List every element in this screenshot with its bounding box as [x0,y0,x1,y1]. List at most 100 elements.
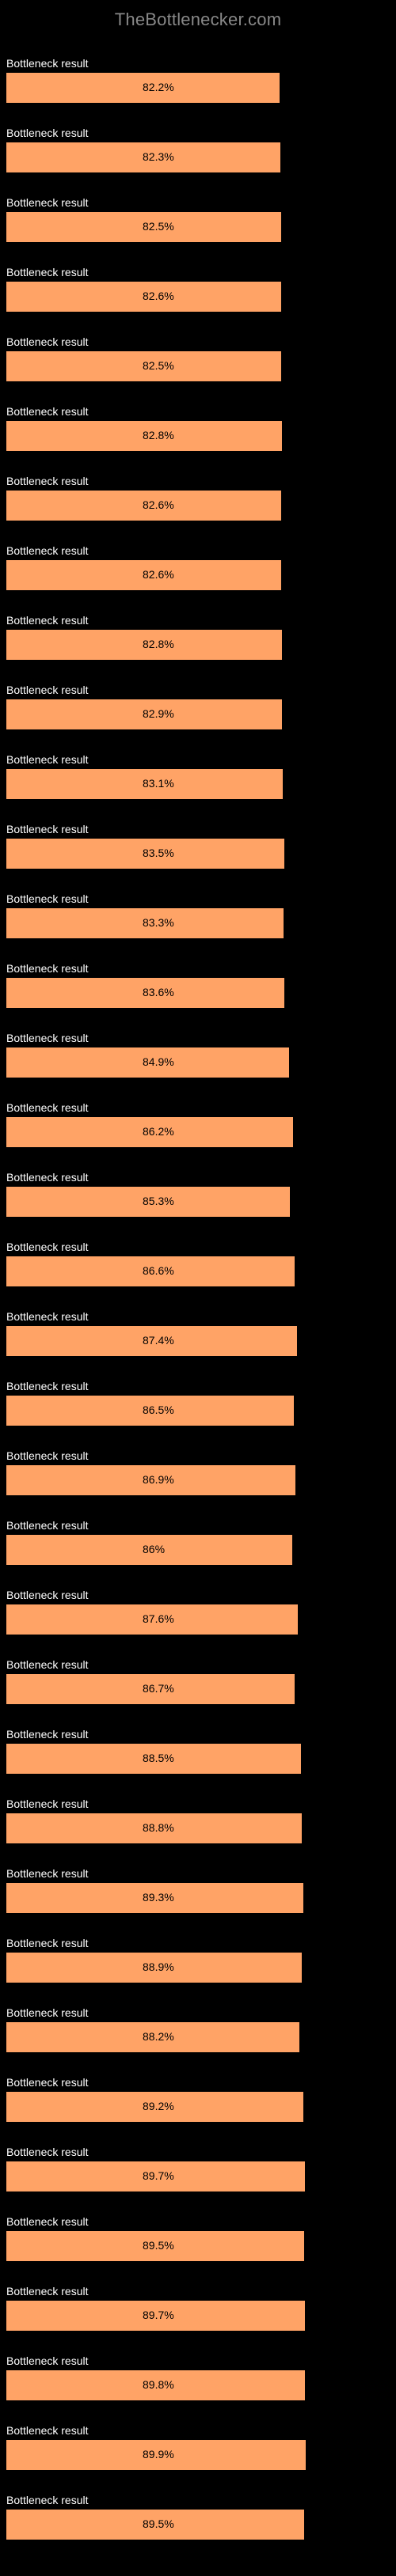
chart-row: Bottleneck result 89.5% [0,2196,396,2266]
row-title: Bottleneck result [6,1449,89,1462]
bar-value-label: 89.8% [143,2378,174,2391]
row-title: Bottleneck result [6,1310,89,1323]
bar-value-label: 89.7% [143,2309,174,2321]
header: TheBottlenecker.com [0,0,396,38]
bar-value-label: 88.2% [143,2030,174,2043]
chart-row: Bottleneck result 83.1% [0,734,396,804]
chart-row: Bottleneck result 82.5% [0,177,396,247]
bar-value-label: 82.6% [143,290,174,302]
bar-value-label: 89.5% [143,2239,174,2252]
bar-value-label: 83.6% [143,986,174,998]
site-brand: TheBottlenecker.com [115,9,281,29]
bar-value-label: 86.6% [143,1264,174,1277]
bar-value-label: 82.8% [143,638,174,650]
chart-row: Bottleneck result 82.6% [0,456,396,525]
chart-row: Bottleneck result86.7% [0,1639,396,1709]
chart-row: Bottleneck result 86.2% [0,1082,396,1152]
chart-row: Bottleneck result 89.7% [0,2127,396,2196]
bar-value-label: 82.2% [143,81,174,93]
row-title: Bottleneck result [6,2076,89,2089]
bar-value-label: 82.5% [143,359,174,372]
bar-value-label: 89.2% [143,2100,174,2112]
chart-row: Bottleneck result 85.3% [0,1152,396,1222]
bar-value-label: 89.7% [143,2169,174,2182]
chart-row: Bottleneck result 88.2% [0,1987,396,2057]
bar-value-label: 82.6% [143,498,174,511]
row-title: Bottleneck result [6,2006,89,2019]
chart-row: Bottleneck result 86% [0,1500,396,1570]
row-title: Bottleneck result [6,2354,89,2367]
row-title: Bottleneck result [6,614,89,627]
chart-row: Bottleneck result 82.8% [0,595,396,665]
bar-value-label: 89.9% [143,2448,174,2460]
chart-row: Bottleneck result 82.3% [0,108,396,177]
chart-row: Bottleneck result 82.2% [0,38,396,108]
chart-row: Bottleneck result 82.9% [0,665,396,734]
row-title: Bottleneck result [6,1728,89,1741]
row-title: Bottleneck result [6,892,89,905]
row-title: Bottleneck result [6,266,89,278]
row-title: Bottleneck result [6,1589,89,1601]
chart-row: Bottleneck result 83.5% [0,804,396,873]
row-title: Bottleneck result [6,753,89,766]
row-title: Bottleneck result [6,1032,89,1044]
chart-row: Bottleneck result 82.6% [0,525,396,595]
bar-value-label: 85.3% [143,1195,174,1207]
bar-value-label: 87.6% [143,1612,174,1625]
bar-value-label: 88.5% [143,1752,174,1764]
chart-row: Bottleneck result 89.9% [0,2405,396,2475]
row-title: Bottleneck result [6,196,89,209]
row-title: Bottleneck result [6,1241,89,1253]
row-title: Bottleneck result [6,2146,89,2158]
chart-row: Bottleneck result 82.6% [0,247,396,316]
bar-value-label: 82.8% [143,429,174,441]
row-title: Bottleneck result [6,1937,89,1949]
chart-row: Bottleneck result 87.6% [0,1570,396,1639]
chart-row: Bottleneck result 89.2% [0,2057,396,2127]
bar-value-label: 84.9% [143,1055,174,1068]
row-title: Bottleneck result [6,1519,89,1532]
row-title: Bottleneck result [6,2494,89,2506]
row-title: Bottleneck result [6,823,89,835]
bar-value-label: 83.3% [143,916,174,929]
row-title: Bottleneck result [6,2424,89,2437]
bar-value-label: 83.5% [143,847,174,859]
bar-value-label: 86.7% [143,1682,174,1695]
row-title: Bottleneck result [6,127,89,139]
chart-row: Bottleneck result83.6% [0,943,396,1013]
bar-value-label: 82.6% [143,568,174,581]
row-title: Bottleneck result [6,475,89,487]
bar-value-label: 87.4% [143,1334,174,1347]
chart-row: Bottleneck result 89.7% [0,2266,396,2335]
bar-value-label: 82.5% [143,220,174,233]
row-title: Bottleneck result [6,544,89,557]
bar-value-label: 86.5% [143,1404,174,1416]
chart-row: Bottleneck result82.8% [0,386,396,456]
row-title: Bottleneck result [6,684,89,696]
bar-value-label: 86% [143,1543,165,1555]
chart-row: Bottleneck result 84.9% [0,1013,396,1082]
row-title: Bottleneck result [6,1867,89,1880]
bar-value-label: 89.5% [143,2517,174,2530]
row-title: Bottleneck result [6,2285,89,2298]
bar-value-label: 88.8% [143,1821,174,1834]
bar-value-label: 83.1% [143,777,174,790]
chart-row: Bottleneck result82.5% [0,316,396,386]
bar-value-label: 88.9% [143,1960,174,1973]
chart-row: Bottleneck result 86.5% [0,1361,396,1430]
row-title: Bottleneck result [6,1171,89,1184]
row-title: Bottleneck result [6,57,89,70]
chart-row: Bottleneck result 83.3% [0,873,396,943]
chart-row: Bottleneck result89.3% [0,1848,396,1918]
bar-value-label: 82.3% [143,150,174,163]
chart-row: Bottleneck result 88.9% [0,1918,396,1987]
row-title: Bottleneck result [6,2215,89,2228]
row-title: Bottleneck result [6,1380,89,1392]
row-title: Bottleneck result [6,1798,89,1810]
bar-value-label: 82.9% [143,707,174,720]
row-title: Bottleneck result [6,1101,89,1114]
chart-row: Bottleneck result 89.5% [0,2475,396,2544]
bottleneck-bar-chart: Bottleneck result82.2%Bottleneck result8… [0,38,396,2576]
bar-value-label: 86.2% [143,1125,174,1138]
bar-value-label: 86.9% [143,1473,174,1486]
